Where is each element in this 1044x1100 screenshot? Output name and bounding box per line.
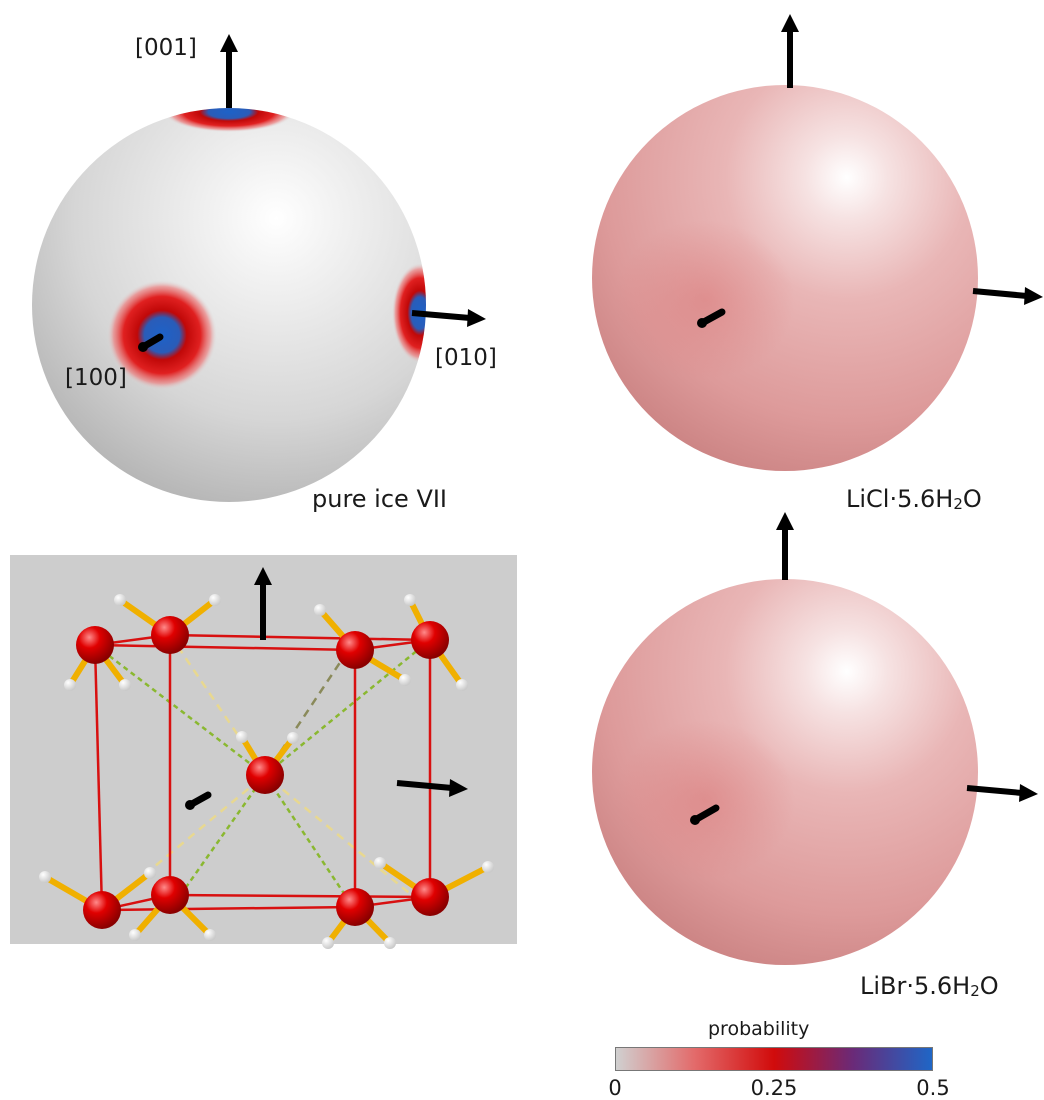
hydrogen-atoms <box>39 594 494 949</box>
crystal-structure-panel <box>10 555 517 949</box>
axis-001-label: [001] <box>135 35 197 61</box>
axis-right-arrow <box>972 288 1028 299</box>
colorbar <box>615 1047 933 1071</box>
licl-sphere <box>592 14 1043 471</box>
licl-sphere-panel: LiCl·5.6H2O <box>0 0 1044 520</box>
colorbar-tick-1: 0.25 <box>750 1076 798 1100</box>
colorbar-tick-2: 0.5 <box>916 1076 950 1100</box>
pure-ice-sphere <box>32 34 486 502</box>
axis-010-label: [010] <box>435 345 497 371</box>
libr-sphere <box>592 512 1038 965</box>
sphere-body <box>32 108 426 502</box>
libr-label: LiBr·5.6H2O <box>860 972 999 1000</box>
libr-sphere-panel: LiBr·5.6H2O <box>0 500 1044 1020</box>
oxygen-atoms <box>76 616 449 929</box>
pure-ice-sphere-panel: [001] [010] [100] pure ice VII <box>0 0 520 520</box>
spot-001 <box>164 108 294 132</box>
axis-right-arrow <box>396 780 453 791</box>
axis-100-label: [100] <box>65 365 127 391</box>
axis-right-arrow <box>966 785 1023 796</box>
colorbar-title: probability <box>708 1018 810 1040</box>
crystal-structure <box>39 567 494 949</box>
licl-label: LiCl·5.6H2O <box>846 485 982 513</box>
pure-ice-label: pure ice VII <box>312 485 448 513</box>
colorbar-tick-0: 0 <box>608 1076 622 1100</box>
axis-010-arrow <box>411 310 471 321</box>
